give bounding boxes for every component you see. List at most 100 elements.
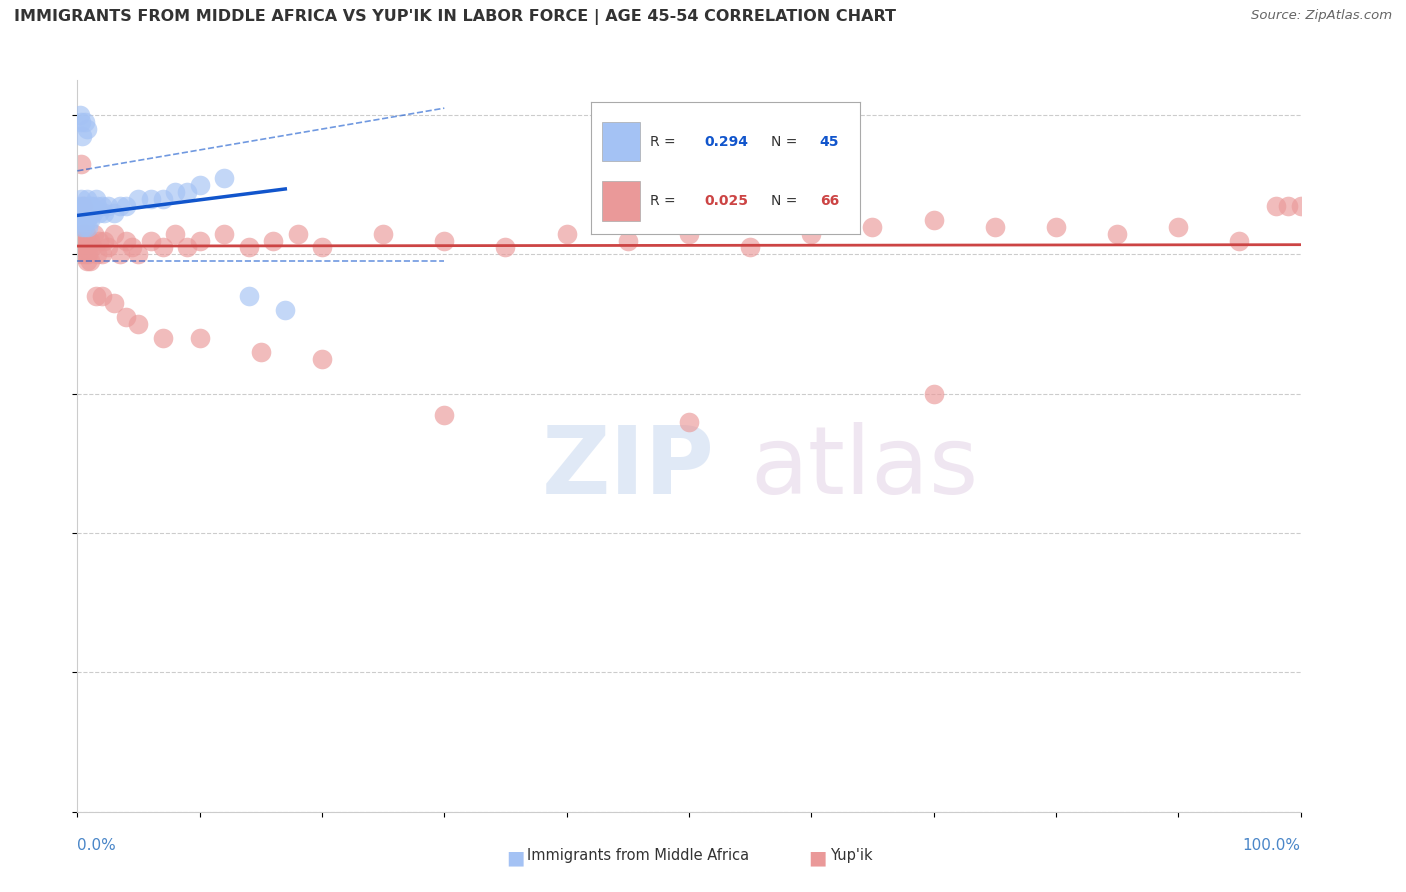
- Text: Immigrants from Middle Africa: Immigrants from Middle Africa: [527, 848, 749, 863]
- Point: [72, 199, 94, 213]
- Point: [103, 205, 125, 219]
- Point: [1167, 219, 1189, 234]
- Point: [115, 234, 138, 248]
- Text: 100.0%: 100.0%: [1243, 838, 1301, 854]
- Point: [1265, 199, 1288, 213]
- Point: [97, 199, 120, 213]
- Point: [800, 227, 823, 241]
- Point: [75, 199, 97, 213]
- Point: [139, 234, 162, 248]
- Point: [70, 247, 93, 261]
- Point: [75, 227, 97, 241]
- Point: [984, 219, 1007, 234]
- Point: [740, 240, 762, 254]
- Point: [76, 240, 98, 254]
- Point: [86, 247, 108, 261]
- Point: [79, 212, 101, 227]
- Point: [311, 351, 333, 366]
- Point: [287, 227, 309, 241]
- Point: [678, 227, 700, 241]
- Point: [108, 199, 131, 213]
- Point: [176, 240, 198, 254]
- Point: [176, 185, 198, 199]
- Point: [76, 254, 98, 268]
- Text: Yup'ik: Yup'ik: [830, 848, 872, 863]
- Point: [80, 199, 103, 213]
- Point: [1229, 234, 1251, 248]
- Point: [75, 212, 97, 227]
- Point: [67, 240, 90, 254]
- Point: [139, 192, 162, 206]
- Point: [188, 178, 211, 192]
- Point: [115, 310, 138, 325]
- Point: [433, 234, 456, 248]
- Point: [121, 240, 143, 254]
- Point: [90, 199, 112, 213]
- Point: [70, 115, 93, 129]
- Point: [83, 227, 105, 241]
- Point: [617, 234, 640, 248]
- Point: [262, 234, 284, 248]
- Point: [1277, 199, 1299, 213]
- Point: [73, 247, 96, 261]
- Point: [922, 212, 945, 227]
- Point: [188, 331, 211, 345]
- Point: [76, 122, 98, 136]
- Point: [79, 199, 101, 213]
- Point: [90, 247, 112, 261]
- Point: [103, 227, 125, 241]
- Point: [108, 247, 131, 261]
- Point: [127, 247, 149, 261]
- Point: [152, 331, 174, 345]
- Point: [73, 115, 96, 129]
- Point: [238, 240, 260, 254]
- Point: [69, 108, 91, 122]
- Point: [73, 205, 96, 219]
- Point: [678, 415, 700, 429]
- Text: ZIP: ZIP: [543, 422, 716, 514]
- Point: [115, 199, 138, 213]
- Point: [127, 192, 149, 206]
- Point: [555, 227, 578, 241]
- Point: [76, 192, 98, 206]
- Point: [76, 212, 98, 227]
- Point: [371, 227, 394, 241]
- Point: [89, 234, 111, 248]
- Point: [311, 240, 333, 254]
- Point: [72, 234, 94, 248]
- Point: [90, 289, 112, 303]
- Point: [93, 234, 115, 248]
- Point: [1289, 199, 1312, 213]
- Point: [165, 185, 187, 199]
- Point: [250, 345, 273, 359]
- Point: [1107, 227, 1129, 241]
- Point: [84, 192, 107, 206]
- Text: ■: ■: [506, 848, 524, 867]
- Point: [86, 199, 108, 213]
- Point: [80, 240, 103, 254]
- Point: [79, 234, 101, 248]
- Point: [69, 234, 91, 248]
- Point: [152, 240, 174, 254]
- Point: [72, 205, 94, 219]
- Point: [152, 192, 174, 206]
- Point: [212, 170, 235, 185]
- Point: [188, 234, 211, 248]
- Point: [495, 240, 517, 254]
- Point: [70, 219, 93, 234]
- Point: [72, 199, 94, 213]
- Point: [70, 227, 93, 241]
- Point: [70, 192, 93, 206]
- Point: [127, 317, 149, 331]
- Text: 0.0%: 0.0%: [77, 838, 117, 854]
- Point: [79, 254, 101, 268]
- Point: [862, 219, 884, 234]
- Point: [274, 303, 297, 318]
- Point: [77, 219, 100, 234]
- Point: [922, 386, 945, 401]
- Point: [77, 247, 100, 261]
- Point: [67, 205, 90, 219]
- Point: [433, 408, 456, 422]
- Point: [77, 205, 100, 219]
- Point: [165, 227, 187, 241]
